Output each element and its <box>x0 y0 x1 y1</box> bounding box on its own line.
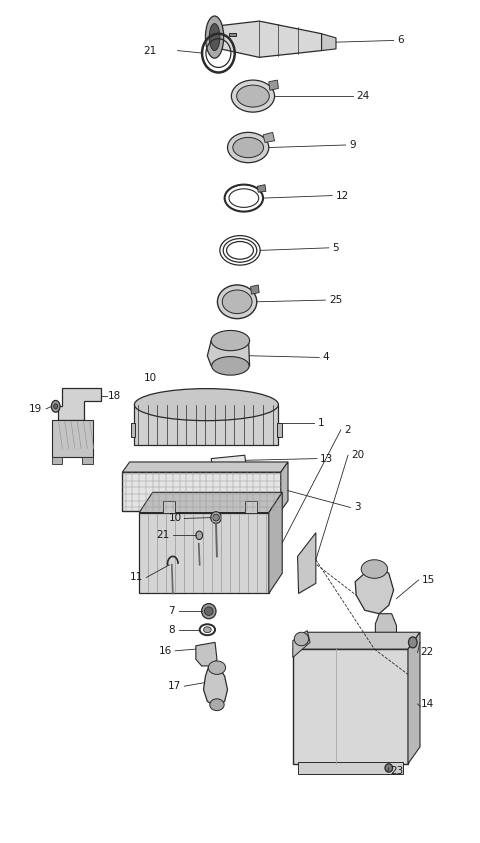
Polygon shape <box>298 533 316 593</box>
Text: 13: 13 <box>320 454 334 464</box>
Text: 20: 20 <box>351 450 364 460</box>
Polygon shape <box>245 501 257 513</box>
Polygon shape <box>211 455 246 466</box>
Polygon shape <box>251 285 259 294</box>
Ellipse shape <box>408 637 417 647</box>
Ellipse shape <box>385 764 393 772</box>
Text: 17: 17 <box>168 681 181 691</box>
Ellipse shape <box>361 560 388 578</box>
FancyBboxPatch shape <box>139 513 269 593</box>
Polygon shape <box>207 332 250 373</box>
Polygon shape <box>269 492 282 593</box>
Text: 24: 24 <box>356 91 370 101</box>
Text: 1: 1 <box>318 418 324 428</box>
Polygon shape <box>375 614 396 647</box>
Ellipse shape <box>204 626 211 632</box>
Text: 11: 11 <box>130 572 143 583</box>
Text: 3: 3 <box>354 502 360 513</box>
Text: 2: 2 <box>345 425 351 435</box>
Text: 9: 9 <box>349 140 356 150</box>
Ellipse shape <box>196 531 203 540</box>
Text: 5: 5 <box>332 243 339 253</box>
Text: 10: 10 <box>169 513 182 524</box>
Ellipse shape <box>210 699 224 711</box>
Ellipse shape <box>209 24 220 51</box>
Text: 8: 8 <box>168 625 175 635</box>
Text: 21: 21 <box>156 530 169 540</box>
Text: 21: 21 <box>143 46 156 56</box>
Polygon shape <box>229 33 236 36</box>
Polygon shape <box>293 632 420 649</box>
Polygon shape <box>293 631 310 658</box>
Text: 6: 6 <box>397 35 404 46</box>
FancyBboxPatch shape <box>122 472 281 511</box>
Polygon shape <box>139 492 282 513</box>
Text: 14: 14 <box>420 699 434 709</box>
Ellipse shape <box>54 404 58 409</box>
Ellipse shape <box>376 641 396 654</box>
Polygon shape <box>82 457 93 464</box>
Text: 4: 4 <box>323 352 329 362</box>
Ellipse shape <box>202 604 216 619</box>
Ellipse shape <box>231 80 275 112</box>
Polygon shape <box>52 420 93 457</box>
Text: 22: 22 <box>420 647 434 658</box>
FancyBboxPatch shape <box>293 649 408 764</box>
Ellipse shape <box>294 632 309 646</box>
Ellipse shape <box>205 16 224 58</box>
Ellipse shape <box>212 357 249 375</box>
Ellipse shape <box>211 512 221 524</box>
Polygon shape <box>281 462 288 511</box>
Ellipse shape <box>134 389 278 421</box>
Ellipse shape <box>222 290 252 314</box>
Polygon shape <box>269 80 278 90</box>
Text: 23: 23 <box>391 766 404 776</box>
Polygon shape <box>58 388 101 420</box>
Ellipse shape <box>217 285 257 319</box>
Ellipse shape <box>208 661 226 674</box>
Polygon shape <box>52 457 62 464</box>
Polygon shape <box>209 21 322 57</box>
Ellipse shape <box>211 330 250 351</box>
Polygon shape <box>355 565 394 614</box>
Text: 19: 19 <box>29 404 42 414</box>
Text: 10: 10 <box>144 373 156 383</box>
Polygon shape <box>204 668 228 706</box>
Text: 15: 15 <box>421 575 435 585</box>
Text: 7: 7 <box>168 606 175 616</box>
Text: 12: 12 <box>336 191 349 201</box>
Text: 16: 16 <box>158 646 172 656</box>
Ellipse shape <box>228 132 269 163</box>
Polygon shape <box>122 462 288 472</box>
Polygon shape <box>257 185 266 192</box>
Polygon shape <box>263 132 275 142</box>
FancyBboxPatch shape <box>134 405 278 445</box>
Text: 18: 18 <box>108 391 121 401</box>
Ellipse shape <box>237 85 269 107</box>
Polygon shape <box>322 34 336 51</box>
FancyBboxPatch shape <box>298 762 403 774</box>
Polygon shape <box>408 632 420 764</box>
Ellipse shape <box>233 137 264 158</box>
Text: 25: 25 <box>329 295 342 305</box>
Polygon shape <box>131 423 135 437</box>
Polygon shape <box>277 423 282 437</box>
Polygon shape <box>196 642 217 666</box>
Polygon shape <box>163 501 175 513</box>
Ellipse shape <box>204 607 213 615</box>
Ellipse shape <box>213 514 219 521</box>
Ellipse shape <box>51 400 60 412</box>
